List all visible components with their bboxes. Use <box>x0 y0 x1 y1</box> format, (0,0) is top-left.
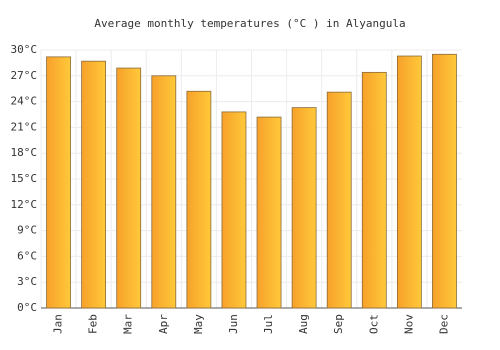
bar <box>116 67 142 309</box>
chart-title: Average monthly temperatures (°C ) in Al… <box>94 17 405 30</box>
bar <box>256 116 282 309</box>
bar <box>361 71 387 309</box>
y-tick-label: 18°C <box>11 146 38 159</box>
x-tick-label: Feb <box>87 314 100 334</box>
x-tick-label: Jan <box>52 314 65 334</box>
y-tick-label: 30°C <box>11 43 38 56</box>
x-tick-label: Jul <box>262 314 275 334</box>
bar <box>396 55 422 309</box>
y-tick-label: 3°C <box>17 275 37 288</box>
bar <box>432 53 457 309</box>
bar <box>81 60 107 309</box>
y-tick-label: 21°C <box>11 120 38 133</box>
y-tick-label: 12°C <box>11 198 38 211</box>
x-tick-label: Dec <box>437 314 450 334</box>
bar <box>46 56 71 309</box>
y-tick-label: 27°C <box>11 69 38 82</box>
bar <box>221 111 247 309</box>
x-tick-label: May <box>192 314 205 334</box>
y-tick-label: 24°C <box>11 95 38 108</box>
x-tick-label: Jun <box>227 314 240 334</box>
bar <box>326 91 352 309</box>
y-tick-label: 6°C <box>17 249 37 262</box>
bar <box>291 107 317 309</box>
x-tick-label: Mar <box>122 314 135 334</box>
y-tick-label: 9°C <box>17 224 37 237</box>
bar <box>151 75 177 309</box>
x-tick-label: Aug <box>297 314 310 334</box>
x-tick-label: Nov <box>402 314 415 334</box>
y-tick-label: 15°C <box>11 172 38 185</box>
x-tick-label: Apr <box>157 314 170 334</box>
y-tick-label: 0°C <box>17 301 37 314</box>
bar <box>186 90 212 309</box>
x-tick-label: Oct <box>367 314 380 334</box>
x-tick-label: Sep <box>332 314 345 334</box>
